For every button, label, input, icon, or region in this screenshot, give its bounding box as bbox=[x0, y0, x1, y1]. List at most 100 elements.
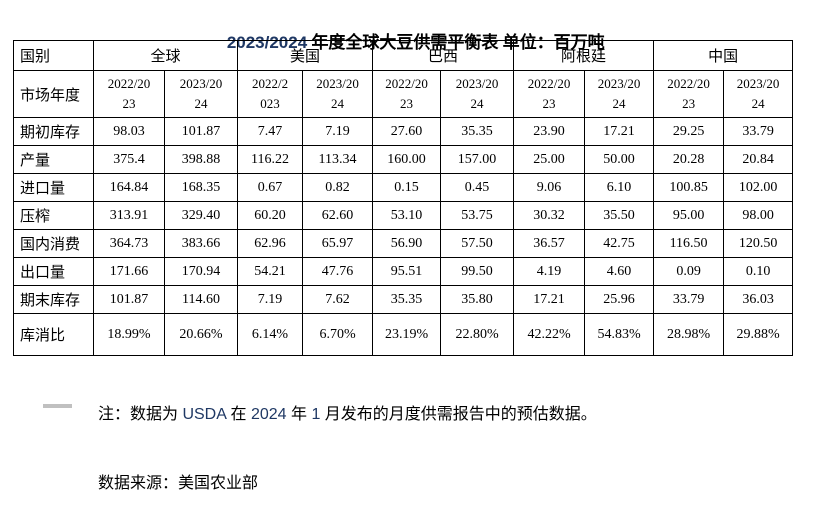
table-cell: 164.84 bbox=[93, 173, 165, 202]
table-cell: 95.00 bbox=[653, 201, 725, 230]
table-cell: 17.21 bbox=[513, 285, 586, 314]
note-seg-month: 1 bbox=[311, 406, 321, 423]
note-seg-6: 月发布的月度供需报告中的预估数据。 bbox=[320, 406, 597, 423]
table-cell: 7.19 bbox=[302, 117, 374, 146]
table-cell: 60.20 bbox=[237, 201, 304, 230]
table-cell: 53.10 bbox=[372, 201, 442, 230]
row-label: 国内消费 bbox=[13, 229, 94, 258]
row-header-market-year: 市场年度 bbox=[13, 70, 94, 118]
table-cell: 33.79 bbox=[723, 117, 794, 146]
table-cell: 0.10 bbox=[723, 257, 794, 286]
table-cell: 54.21 bbox=[237, 257, 304, 286]
table-cell: 4.60 bbox=[584, 257, 655, 286]
table-cell: 57.50 bbox=[440, 229, 515, 258]
table-cell: 157.00 bbox=[440, 145, 515, 174]
table-cell: 62.60 bbox=[302, 201, 374, 230]
table-cell: 47.76 bbox=[302, 257, 374, 286]
table-cell: 20.84 bbox=[723, 145, 794, 174]
table-cell: 27.60 bbox=[372, 117, 442, 146]
table-cell: 329.40 bbox=[163, 201, 239, 230]
note-seg-4: 年 bbox=[286, 406, 312, 423]
table-cell: 33.79 bbox=[653, 285, 725, 314]
table-cell: 17.21 bbox=[584, 117, 655, 146]
country-header-2: 巴西 bbox=[372, 40, 515, 71]
marketing-year-header: 2023/20 24 bbox=[302, 70, 374, 118]
table-cell: 7.62 bbox=[302, 285, 374, 314]
table-cell: 101.87 bbox=[93, 285, 165, 314]
table-cell: 101.87 bbox=[163, 117, 239, 146]
table-cell: 6.14% bbox=[237, 313, 304, 356]
table-cell: 0.45 bbox=[440, 173, 515, 202]
table-cell: 35.80 bbox=[440, 285, 515, 314]
marketing-year-header: 2023/20 24 bbox=[723, 70, 794, 118]
table-row: 压榨 313.91 329.40 60.20 62.60 53.10 53.75 30.32 3… bbox=[13, 201, 794, 230]
table-cell: 99.50 bbox=[440, 257, 515, 286]
corner-cell-country: 国别 bbox=[13, 40, 94, 71]
years-row: 市场年度 2022/20 23 2023/20 24 2022/2 023 2023/20 2… bbox=[13, 70, 794, 118]
country-header-1: 美国 bbox=[237, 40, 374, 71]
note-seg-2: 在 bbox=[226, 406, 251, 423]
country-header-4: 中国 bbox=[653, 40, 794, 71]
marketing-year-header: 2023/20 24 bbox=[440, 70, 515, 118]
table-cell: 42.75 bbox=[584, 229, 655, 258]
table-cell: 9.06 bbox=[513, 173, 586, 202]
note-seg-0: 注：数据为 bbox=[98, 406, 183, 423]
table-cell: 35.50 bbox=[584, 201, 655, 230]
table-cell: 23.90 bbox=[513, 117, 586, 146]
table-cell: 100.85 bbox=[653, 173, 725, 202]
table-cell: 35.35 bbox=[372, 285, 442, 314]
row-label: 产量 bbox=[13, 145, 94, 174]
table-row: 期末库存 101.87 114.60 7.19 7.62 35.35 35.80 17.21 2… bbox=[13, 285, 794, 314]
table-cell: 25.96 bbox=[584, 285, 655, 314]
country-header-0: 全球 bbox=[92, 40, 239, 71]
table-cell: 23.19% bbox=[372, 313, 442, 356]
table-cell: 116.50 bbox=[653, 229, 725, 258]
table-cell: 6.10 bbox=[584, 173, 655, 202]
table-cell: 7.47 bbox=[237, 117, 304, 146]
table-cell: 20.28 bbox=[653, 145, 725, 174]
table-cell: 0.09 bbox=[653, 257, 725, 286]
table-cell: 29.25 bbox=[653, 117, 725, 146]
table-row: 期初库存 98.03 101.87 7.47 7.19 27.60 35.35 23.90 17… bbox=[13, 117, 794, 146]
table-cell: 98.00 bbox=[723, 201, 794, 230]
row-label: 库消比 bbox=[13, 313, 94, 356]
table-body: 期初库存 98.03 101.87 7.47 7.19 27.60 35.35 23.90 17… bbox=[13, 117, 794, 356]
table-cell: 62.96 bbox=[237, 229, 304, 258]
country-header-3: 阿根廷 bbox=[513, 40, 655, 71]
table-row: 库消比 18.99% 20.66% 6.14% 6.70% 23.19% 22.80% 42.… bbox=[13, 313, 794, 356]
note-seg-year: 2024 bbox=[250, 406, 287, 423]
table-cell: 30.32 bbox=[513, 201, 586, 230]
table-cell: 53.75 bbox=[440, 201, 515, 230]
table-cell: 398.88 bbox=[163, 145, 239, 174]
row-label: 期末库存 bbox=[13, 285, 94, 314]
table-cell: 7.19 bbox=[237, 285, 304, 314]
table-cell: 42.22% bbox=[513, 313, 586, 356]
table-cell: 170.94 bbox=[163, 257, 239, 286]
table-cell: 383.66 bbox=[163, 229, 239, 258]
table-cell: 0.67 bbox=[237, 173, 304, 202]
table-cell: 364.73 bbox=[93, 229, 165, 258]
table-cell: 36.57 bbox=[513, 229, 586, 258]
table-cell: 116.22 bbox=[237, 145, 304, 174]
marketing-year-header: 2023/20 24 bbox=[163, 70, 239, 118]
table-cell: 35.35 bbox=[440, 117, 515, 146]
table-cell: 56.90 bbox=[372, 229, 442, 258]
table-cell: 171.66 bbox=[93, 257, 165, 286]
table-cell: 54.83% bbox=[584, 313, 655, 356]
table-cell: 22.80% bbox=[440, 313, 515, 356]
table-cell: 25.00 bbox=[513, 145, 586, 174]
soybean-balance-table: 国别 全球 美国 巴西 阿根廷 中国 市场年度 2022/20 23 2023/20 24 20… bbox=[13, 40, 794, 356]
table-cell: 6.70% bbox=[302, 313, 374, 356]
note-seg-usda: USDA bbox=[182, 406, 227, 423]
table-cell: 29.88% bbox=[723, 313, 794, 356]
table-cell: 114.60 bbox=[163, 285, 239, 314]
table-cell: 375.4 bbox=[93, 145, 165, 174]
table-cell: 168.35 bbox=[163, 173, 239, 202]
row-label: 压榨 bbox=[13, 201, 94, 230]
row-label: 出口量 bbox=[13, 257, 94, 286]
